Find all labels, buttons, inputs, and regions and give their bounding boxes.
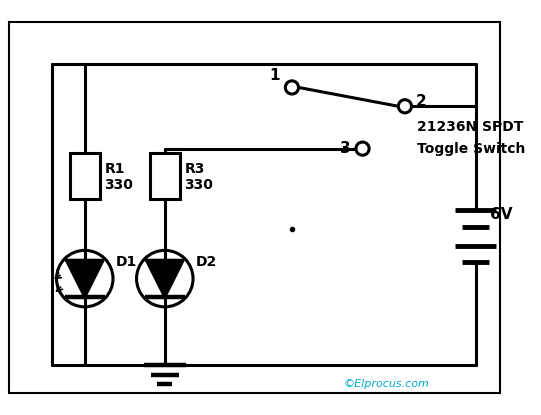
Bar [150, 154, 180, 198]
Circle shape [56, 250, 113, 307]
Text: ©Elprocus.com: ©Elprocus.com [343, 379, 429, 389]
Text: 330: 330 [104, 178, 134, 193]
Text: 3: 3 [340, 141, 351, 156]
Text: R1: R1 [104, 162, 125, 176]
Text: D2: D2 [196, 255, 217, 269]
Text: D1: D1 [116, 255, 137, 269]
Text: 6V: 6V [490, 207, 512, 222]
Circle shape [136, 250, 193, 307]
Text: 21236N SPDT: 21236N SPDT [417, 120, 524, 134]
Text: 2: 2 [416, 94, 427, 109]
Circle shape [285, 81, 299, 94]
Bar [70, 154, 100, 198]
Polygon shape [147, 260, 183, 297]
Text: R3: R3 [184, 162, 205, 176]
Text: 1: 1 [270, 68, 280, 83]
Circle shape [356, 142, 369, 155]
Polygon shape [67, 260, 103, 297]
Text: 330: 330 [184, 178, 214, 193]
Circle shape [398, 100, 412, 113]
Text: Toggle Switch: Toggle Switch [417, 142, 525, 156]
